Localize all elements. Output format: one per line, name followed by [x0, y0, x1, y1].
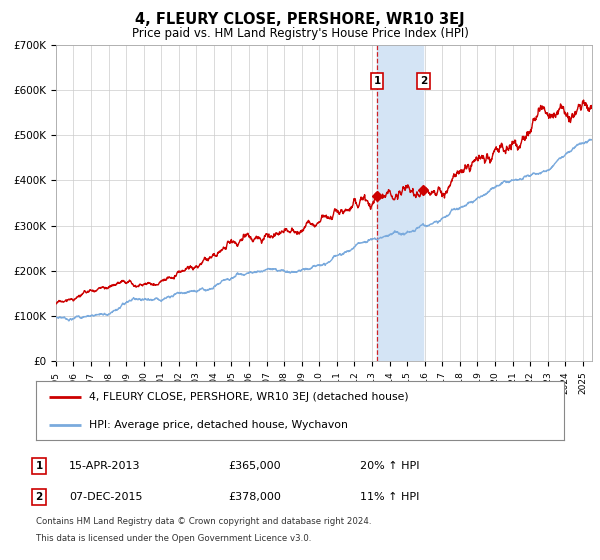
Text: 4, FLEURY CLOSE, PERSHORE, WR10 3EJ: 4, FLEURY CLOSE, PERSHORE, WR10 3EJ	[135, 12, 465, 27]
Text: 11% ↑ HPI: 11% ↑ HPI	[360, 492, 419, 502]
Text: HPI: Average price, detached house, Wychavon: HPI: Average price, detached house, Wych…	[89, 420, 347, 430]
Text: 2: 2	[35, 492, 43, 502]
Text: £378,000: £378,000	[228, 492, 281, 502]
Text: Contains HM Land Registry data © Crown copyright and database right 2024.: Contains HM Land Registry data © Crown c…	[36, 517, 371, 526]
Text: 15-APR-2013: 15-APR-2013	[69, 461, 140, 471]
Text: 4, FLEURY CLOSE, PERSHORE, WR10 3EJ (detached house): 4, FLEURY CLOSE, PERSHORE, WR10 3EJ (det…	[89, 392, 409, 402]
Text: Price paid vs. HM Land Registry's House Price Index (HPI): Price paid vs. HM Land Registry's House …	[131, 27, 469, 40]
Text: 07-DEC-2015: 07-DEC-2015	[69, 492, 143, 502]
Text: £365,000: £365,000	[228, 461, 281, 471]
Text: This data is licensed under the Open Government Licence v3.0.: This data is licensed under the Open Gov…	[36, 534, 311, 543]
Text: 1: 1	[35, 461, 43, 471]
Text: 2: 2	[419, 76, 427, 86]
Text: 1: 1	[373, 76, 381, 86]
Text: 20% ↑ HPI: 20% ↑ HPI	[360, 461, 419, 471]
Bar	[377, 45, 424, 361]
